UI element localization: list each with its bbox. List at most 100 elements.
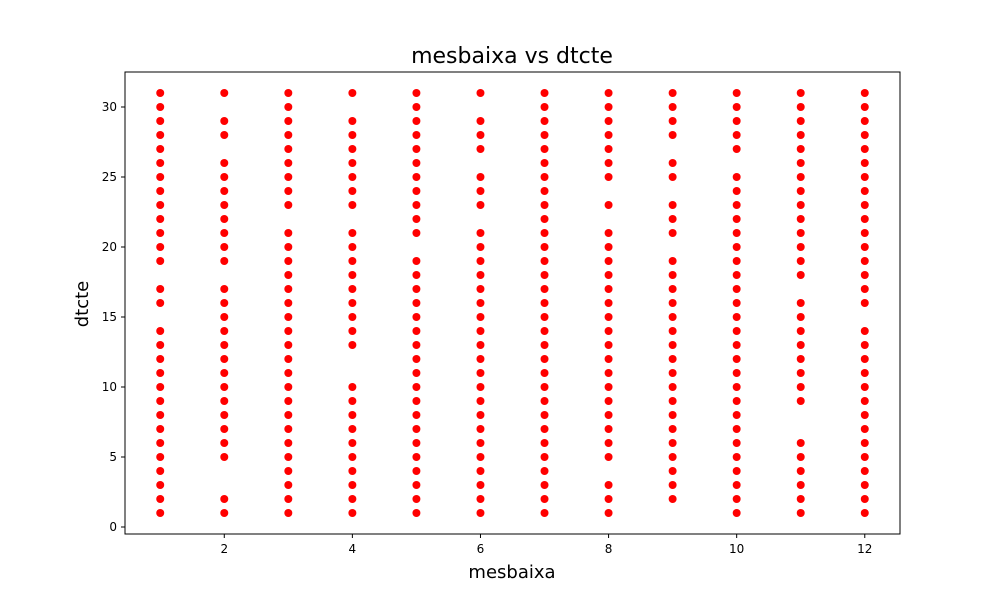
scatter-point	[412, 495, 421, 503]
scatter-point	[284, 89, 293, 97]
scatter-point	[668, 271, 677, 279]
scatter-point	[540, 439, 549, 447]
scatter-point	[668, 425, 677, 433]
scatter-point	[860, 229, 869, 237]
scatter-point	[156, 159, 165, 167]
scatter-point	[796, 481, 805, 489]
scatter-point	[156, 201, 165, 209]
scatter-point	[796, 369, 805, 377]
scatter-point	[860, 439, 869, 447]
scatter-point	[668, 383, 677, 391]
scatter-point	[412, 425, 421, 433]
scatter-point	[284, 313, 293, 321]
scatter-point	[348, 229, 357, 237]
scatter-point	[476, 229, 485, 237]
scatter-point	[860, 495, 869, 503]
scatter-point	[348, 439, 357, 447]
scatter-point	[668, 215, 677, 223]
scatter-point	[732, 257, 741, 265]
scatter-point	[284, 145, 293, 153]
scatter-point	[604, 257, 613, 265]
scatter-point	[348, 131, 357, 139]
scatter-point	[796, 201, 805, 209]
scatter-point	[156, 103, 165, 111]
scatter-point	[540, 201, 549, 209]
scatter-point	[860, 201, 869, 209]
y-tick-label: 30	[102, 100, 117, 114]
scatter-point	[348, 425, 357, 433]
scatter-point	[284, 243, 293, 251]
scatter-point	[796, 495, 805, 503]
scatter-point	[540, 327, 549, 335]
scatter-point	[796, 229, 805, 237]
scatter-point	[604, 159, 613, 167]
scatter-point	[412, 369, 421, 377]
scatter-point	[668, 411, 677, 419]
scatter-point	[412, 453, 421, 461]
scatter-point	[412, 117, 421, 125]
scatter-point	[476, 117, 485, 125]
scatter-point	[476, 313, 485, 321]
scatter-point	[732, 453, 741, 461]
scatter-point	[412, 187, 421, 195]
scatter-point	[604, 131, 613, 139]
scatter-point	[284, 103, 293, 111]
scatter-point	[476, 509, 485, 517]
scatter-point	[604, 397, 613, 405]
scatter-point	[220, 313, 229, 321]
scatter-point	[860, 341, 869, 349]
scatter-point	[604, 243, 613, 251]
scatter-point	[476, 341, 485, 349]
scatter-point	[732, 397, 741, 405]
scatter-point	[732, 285, 741, 293]
scatter-point	[284, 355, 293, 363]
scatter-point	[348, 397, 357, 405]
scatter-point	[412, 173, 421, 181]
scatter-point	[732, 425, 741, 433]
scatter-point	[540, 131, 549, 139]
scatter-point	[220, 89, 229, 97]
scatter-point	[604, 481, 613, 489]
scatter-point	[412, 383, 421, 391]
scatter-point	[540, 397, 549, 405]
scatter-point	[604, 173, 613, 181]
scatter-point	[540, 467, 549, 475]
x-tick-label: 6	[477, 542, 485, 556]
scatter-point	[348, 201, 357, 209]
scatter-point	[476, 383, 485, 391]
scatter-point	[412, 103, 421, 111]
scatter-point	[540, 285, 549, 293]
scatter-point	[540, 229, 549, 237]
scatter-point	[860, 509, 869, 517]
scatter-point	[540, 495, 549, 503]
scatter-point	[540, 383, 549, 391]
scatter-point	[476, 327, 485, 335]
scatter-point	[860, 243, 869, 251]
scatter-point	[604, 369, 613, 377]
scatter-point	[668, 229, 677, 237]
scatter-point	[540, 355, 549, 363]
scatter-point	[156, 229, 165, 237]
scatter-point	[732, 201, 741, 209]
scatter-point	[476, 411, 485, 419]
scatter-point	[412, 201, 421, 209]
scatter-point	[732, 411, 741, 419]
scatter-point	[476, 397, 485, 405]
plot-area: 2 4 6 8 10 12 0 5 10 15 20 25 30	[102, 71, 901, 556]
scatter-point	[732, 89, 741, 97]
scatter-point	[540, 145, 549, 153]
scatter-point	[732, 117, 741, 125]
scatter-point	[668, 173, 677, 181]
scatter-point	[668, 159, 677, 167]
scatter-point	[732, 131, 741, 139]
scatter-point	[860, 187, 869, 195]
scatter-point	[668, 131, 677, 139]
scatter-point	[668, 467, 677, 475]
scatter-point	[540, 215, 549, 223]
scatter-point	[348, 313, 357, 321]
scatter-point	[476, 369, 485, 377]
scatter-point	[604, 145, 613, 153]
scatter-point	[540, 425, 549, 433]
scatter-point	[412, 215, 421, 223]
